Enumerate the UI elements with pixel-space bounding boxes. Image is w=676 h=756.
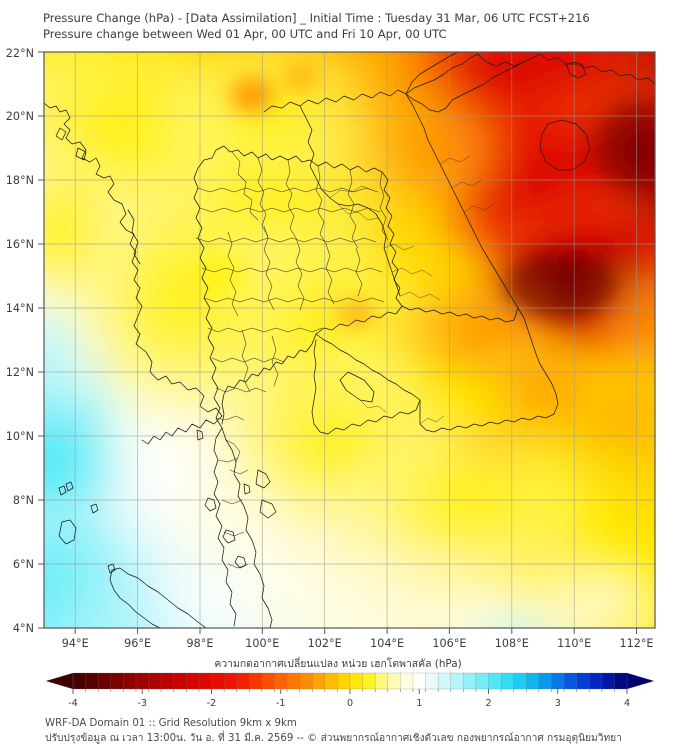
colorbar-tick-label: 1: [416, 698, 422, 709]
map-plot-area[interactable]: 4°N 6°N 8°N 10°N 12°N 14°N 16°N 18°N 20°…: [0, 0, 676, 660]
colorbar-tick-label: 3: [555, 698, 561, 709]
colorbar-tick-label: -4: [68, 698, 78, 709]
pressure-change-field: [44, 52, 655, 628]
x-tick-102E: 102°E: [308, 637, 342, 650]
colorbar-band: [72, 672, 87, 690]
colorbar-band: [299, 672, 313, 690]
title-line-1: Pressure Change (hPa) - [Data Assimilati…: [43, 11, 590, 25]
x-tick-100E: 100°E: [245, 637, 279, 650]
title-line-2: Pressure change between Wed 01 Apr, 00 U…: [43, 27, 447, 41]
x-tick-labels: 94°E 96°E 98°E 100°E 102°E 104°E 106°E 1…: [62, 637, 654, 650]
colorbar-band: [463, 672, 477, 690]
plot-frame: [43, 51, 656, 629]
colorbar-band: [110, 672, 124, 690]
x-tick-106E: 106°E: [432, 637, 466, 650]
y-tick-10N: 10°N: [6, 430, 34, 443]
colorbar-band: [576, 672, 590, 690]
colorbar-band: [387, 672, 401, 690]
colorbar-band: [312, 672, 326, 690]
footer-block: WRF-DA Domain 01 :: Grid Resolution 9km …: [45, 716, 665, 746]
y-tick-12N: 12°N: [6, 366, 34, 379]
colorbar-band: [148, 672, 162, 690]
colorbar-band: [85, 672, 99, 690]
colorbar-max-extend-cap: [626, 672, 655, 690]
colorbar-band: [198, 672, 213, 690]
colorbar-band: [437, 672, 452, 690]
map-gridlines: [44, 52, 655, 628]
x-axis: [74, 628, 637, 634]
colorbar-tick-label: 4: [624, 698, 630, 709]
colorbar-band: [425, 672, 439, 690]
colorbar-band: [614, 672, 628, 690]
x-tick-108E: 108°E: [495, 637, 529, 650]
colorbar-min-extend-cap: [45, 672, 74, 690]
y-tick-labels: 4°N 6°N 8°N 10°N 12°N 14°N 16°N 18°N 20°…: [6, 47, 34, 635]
colorbar-band: [374, 672, 389, 690]
footer-line-2: ปรับปรุงข้อมูล ณ เวลา 13:00น. วัน อ. ที่…: [45, 733, 622, 744]
colorbar-tick-label: -1: [276, 698, 286, 709]
colorbar-band: [173, 672, 187, 690]
colorbar-band: [286, 672, 301, 690]
colorbar-band: [450, 672, 464, 690]
colorbar-band: [186, 672, 200, 690]
x-tick-110E: 110°E: [557, 637, 591, 650]
x-tick-94E: 94°E: [62, 637, 89, 650]
y-tick-8N: 8°N: [13, 494, 34, 507]
colorbar-band: [475, 672, 490, 690]
colorbar-band: [211, 672, 225, 690]
colorbar-band: [236, 672, 250, 690]
colorbar-band: [362, 672, 376, 690]
colorbar-band: [526, 672, 540, 690]
colorbar-band: [337, 672, 351, 690]
colorbar-band: [249, 672, 263, 690]
colorbar-tick-labels: -4 -3 -2 -1 0 1 2 3 4: [68, 698, 630, 709]
colorbar-band: [563, 672, 578, 690]
colorbar-band: [488, 672, 502, 690]
colorbar-band: [500, 672, 515, 690]
x-tick-98E: 98°E: [187, 637, 214, 650]
colorbar-band: [274, 672, 288, 690]
y-tick-4N: 4°N: [13, 622, 34, 635]
colorbar-tick-label: -3: [137, 698, 147, 709]
colorbar-band: [324, 672, 339, 690]
colorbar-band: [551, 672, 565, 690]
y-tick-16N: 16°N: [6, 238, 34, 251]
y-axis: [38, 51, 44, 629]
colorbar-tick-label: 0: [347, 698, 353, 709]
footer-line-1: WRF-DA Domain 01 :: Grid Resolution 9km …: [45, 718, 297, 729]
colorbar-band: [160, 672, 175, 690]
colorbar-tick-label: 2: [485, 698, 491, 709]
colorbar-band: [412, 672, 427, 690]
colorbar-title: ความกดอากาศเปลี่ยนแปลง หน่วย เฮกโตพาสคัล…: [214, 656, 461, 670]
chart-title-block: Pressure Change (hPa) - [Data Assimilati…: [43, 10, 663, 42]
colorbar-band: [601, 672, 616, 690]
colorbar-band: [589, 672, 603, 690]
colorbar-band: [261, 672, 276, 690]
colorbar-bands: [45, 672, 655, 690]
colorbar-band: [400, 672, 414, 690]
colorbar[interactable]: ความกดอากาศเปลี่ยนแปลง หน่วย เฮกโตพาสคัล…: [0, 655, 676, 710]
map-coastlines-boundaries: [44, 52, 655, 628]
colorbar-band: [538, 672, 553, 690]
colorbar-band: [223, 672, 238, 690]
colorbar-ticks: [72, 689, 628, 694]
y-tick-22N: 22°N: [6, 47, 34, 60]
y-tick-18N: 18°N: [6, 174, 34, 187]
colorbar-band: [97, 672, 112, 690]
colorbar-tick-label: -2: [207, 698, 217, 709]
x-tick-96E: 96°E: [124, 637, 151, 650]
colorbar-band: [349, 672, 364, 690]
x-tick-104E: 104°E: [370, 637, 404, 650]
colorbar-band: [135, 672, 150, 690]
y-tick-6N: 6°N: [13, 558, 34, 571]
colorbar-band: [123, 672, 137, 690]
y-tick-20N: 20°N: [6, 110, 34, 123]
colorbar-band: [513, 672, 527, 690]
x-tick-112E: 112°E: [619, 637, 653, 650]
y-tick-14N: 14°N: [6, 302, 34, 315]
